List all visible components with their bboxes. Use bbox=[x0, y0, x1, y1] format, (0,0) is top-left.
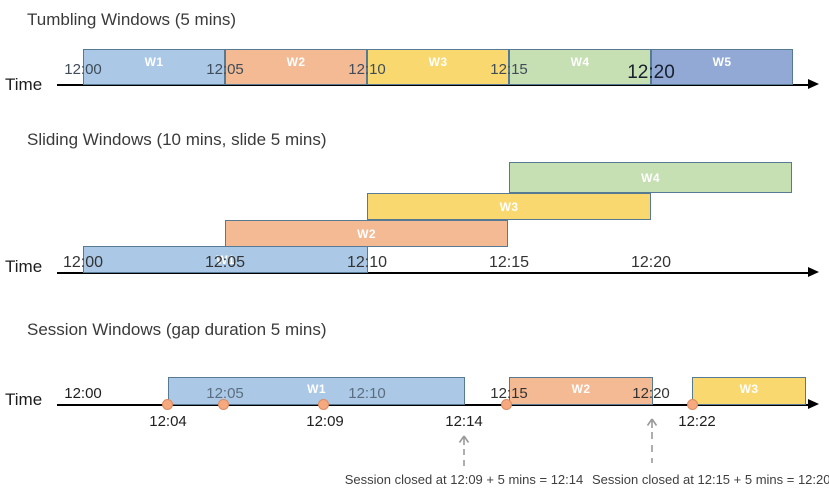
tumbling-title: Tumbling Windows (5 mins) bbox=[27, 10, 237, 29]
sliding-title: Sliding Windows (10 mins, slide 5 mins) bbox=[27, 130, 327, 149]
session-window-w1: W1 bbox=[168, 377, 465, 405]
tick-label: 12:20 bbox=[627, 62, 675, 83]
tick-label: 12:00 bbox=[64, 385, 102, 402]
event-dot bbox=[687, 399, 698, 410]
sliding-timeline bbox=[57, 272, 809, 274]
tick-label: 12:10 bbox=[346, 254, 388, 271]
tumbling-window-w3: W3 bbox=[367, 49, 509, 85]
tick-label: 12:05 bbox=[206, 61, 244, 78]
tick-label: 12:00 bbox=[62, 254, 104, 271]
tick-label: 12:05 bbox=[204, 254, 246, 271]
tumbling-window-w2: W2 bbox=[225, 49, 367, 85]
tick-label: 12:00 bbox=[64, 61, 102, 78]
session-close-annotation: Session closed at 12:15 + 5 mins = 12:20 bbox=[592, 472, 829, 487]
session-close-annotation: Session closed at 12:09 + 5 mins = 12:14 bbox=[344, 472, 584, 487]
window-label: W1 bbox=[307, 382, 326, 396]
tumbling-time-label: Time bbox=[5, 75, 43, 94]
tumbling-window-w5: W5 bbox=[651, 49, 793, 85]
window-label: W1 bbox=[144, 55, 164, 69]
tick-label: 12:10 bbox=[348, 61, 386, 78]
session-time-label: Time bbox=[5, 390, 43, 409]
sliding-time-label: Time bbox=[5, 257, 43, 276]
sliding-window-w1: W1 bbox=[83, 246, 368, 273]
session-timeline bbox=[57, 404, 809, 406]
session-title: Session Windows (gap duration 5 mins) bbox=[27, 320, 327, 339]
window-label: W3 bbox=[428, 55, 448, 69]
window-label: W3 bbox=[739, 382, 759, 396]
window-label: W2 bbox=[357, 226, 376, 241]
sliding-window-w3: W3 bbox=[367, 193, 651, 220]
tick-label: 12:20 bbox=[632, 385, 670, 402]
tick-label: 12:20 bbox=[630, 254, 672, 271]
sliding-window-w4: W4 bbox=[509, 162, 792, 193]
event-dot bbox=[501, 399, 512, 410]
window-label: W3 bbox=[499, 199, 519, 214]
session-timeline-arrow-icon bbox=[808, 399, 819, 409]
session-window-w2: W2 bbox=[509, 377, 653, 405]
tick-label: 12:05 bbox=[206, 385, 244, 402]
tumbling-window-w1: W1 bbox=[83, 49, 225, 85]
window-label: W2 bbox=[571, 382, 591, 396]
window-label: W5 bbox=[712, 55, 732, 69]
window-label: W4 bbox=[641, 170, 660, 185]
sliding-window-w2: W2 bbox=[225, 220, 508, 247]
event-dot bbox=[318, 399, 329, 410]
event-time-label: 12:09 bbox=[306, 413, 344, 430]
window-label: W4 bbox=[570, 55, 590, 69]
sliding-timeline-arrow-icon bbox=[808, 267, 819, 277]
tumbling-window-w4: W4 bbox=[509, 49, 651, 85]
event-time-label: 12:14 bbox=[445, 413, 483, 430]
tick-label: 12:15 bbox=[490, 385, 528, 402]
event-time-label: 12:04 bbox=[149, 413, 187, 430]
session-window-w3: W3 bbox=[692, 377, 806, 405]
window-label: W2 bbox=[286, 55, 306, 69]
event-dot bbox=[162, 399, 173, 410]
up-arrow-icon bbox=[458, 435, 470, 466]
event-dot bbox=[218, 399, 229, 410]
tick-label: 12:15 bbox=[488, 254, 530, 271]
up-arrow-icon bbox=[646, 418, 658, 463]
tumbling-timeline bbox=[57, 84, 809, 86]
window-label: W1 bbox=[216, 252, 235, 267]
tick-label: 12:15 bbox=[490, 61, 528, 78]
tumbling-timeline-arrow-icon bbox=[808, 79, 819, 89]
event-time-label: 12:22 bbox=[678, 413, 716, 430]
tick-label: 12:10 bbox=[348, 385, 386, 402]
